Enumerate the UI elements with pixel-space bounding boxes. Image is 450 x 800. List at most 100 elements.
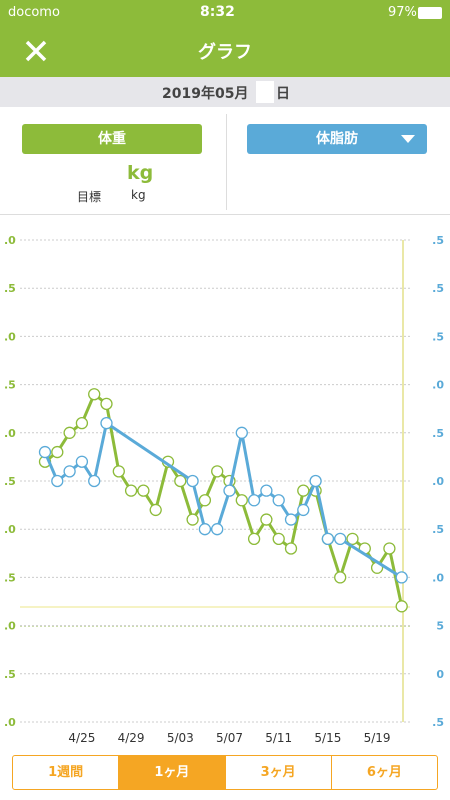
y-tick-label: .5 — [4, 571, 16, 584]
data-point — [272, 494, 285, 507]
day-input[interactable] — [256, 81, 274, 103]
y2-tick-label: .5 — [432, 523, 444, 536]
data-point — [247, 532, 261, 545]
data-point — [247, 494, 261, 507]
y2-tick-label: .5 — [432, 330, 444, 343]
data-point — [174, 474, 187, 488]
close-button[interactable] — [25, 40, 47, 62]
data-point — [186, 513, 199, 526]
y2-tick-label: .5 — [432, 427, 444, 440]
x-tick-label: 5/15 — [314, 731, 341, 745]
y-tick-label: .0 — [4, 427, 16, 440]
data-point — [395, 571, 408, 584]
year-month: 2019年05月 — [162, 86, 249, 102]
fat-label: 体脂肪 — [316, 131, 358, 147]
data-point — [75, 455, 89, 468]
data-point — [309, 474, 322, 488]
target-unit-large: kg — [127, 162, 154, 184]
data-point — [297, 484, 310, 497]
battery-icon — [418, 7, 442, 19]
y2-tick-label: .5 — [432, 716, 444, 729]
y-tick-label: .5 — [4, 379, 16, 392]
data-point — [260, 513, 273, 526]
data-point — [211, 523, 224, 536]
x-tick-label: 4/25 — [68, 731, 95, 745]
data-point — [112, 465, 125, 478]
data-point — [51, 445, 64, 459]
data-point — [235, 494, 248, 507]
data-point — [149, 503, 162, 517]
date-bar: 2019年05月 日 — [0, 77, 450, 107]
clock: 8:32 — [200, 4, 235, 20]
data-point — [284, 513, 298, 526]
x-tick-label: 5/19 — [364, 731, 391, 745]
data-point — [137, 484, 150, 497]
x-tick-label: 5/03 — [167, 731, 194, 745]
tab[interactable]: 1週間 — [48, 765, 84, 780]
y2-tick-label: .5 — [432, 282, 444, 295]
day-suffix: 日 — [276, 86, 290, 102]
data-point — [88, 388, 101, 401]
target-label: 目標 — [77, 190, 102, 204]
data-point — [223, 484, 236, 497]
y-tick-label: .5 — [4, 282, 16, 295]
tab[interactable]: 3ヶ月 — [224, 756, 331, 789]
header-title: グラフ — [198, 42, 252, 63]
data-point — [272, 532, 285, 545]
data-point — [75, 417, 89, 430]
data-point — [124, 484, 138, 497]
data-point — [198, 523, 212, 536]
divider — [226, 114, 227, 210]
target-unit: kg — [131, 188, 146, 202]
separator — [0, 214, 450, 215]
data-point — [334, 532, 347, 545]
y2-tick-label: .5 — [432, 234, 444, 247]
y2-tick-label: .0 — [432, 571, 444, 584]
data-point — [100, 417, 113, 430]
weight-button[interactable]: 体重 — [22, 124, 202, 154]
data-point — [198, 494, 212, 507]
data-point — [297, 503, 310, 517]
tab[interactable]: 6ヶ月 — [330, 756, 437, 789]
data-point — [395, 600, 408, 613]
data-point — [186, 474, 199, 488]
y-tick-label: .0 — [4, 716, 16, 729]
data-point — [38, 445, 52, 459]
header: グラフ — [0, 25, 450, 77]
data-point — [100, 397, 113, 411]
data-point — [63, 465, 76, 478]
data-point — [383, 542, 396, 555]
data-point — [321, 532, 335, 545]
data-point — [334, 571, 347, 584]
y2-tick-label: 0 — [436, 668, 444, 681]
data-point — [51, 474, 64, 488]
y-tick-label: .5 — [4, 475, 16, 488]
data-point — [284, 542, 298, 555]
tab[interactable]: 1ヶ月 — [118, 756, 225, 789]
x-tick-label: 5/07 — [216, 731, 243, 745]
y-tick-label: .0 — [4, 234, 16, 247]
x-tick-label: 5/11 — [265, 731, 292, 745]
data-point — [88, 474, 101, 488]
data-point — [63, 426, 76, 439]
status-bar: docomo 8:32 97% — [0, 0, 450, 25]
y2-tick-label: 5 — [436, 620, 444, 633]
y-tick-label: .0 — [4, 620, 16, 633]
y-tick-label: .0 — [4, 523, 16, 536]
data-point — [235, 426, 248, 439]
series-line — [44, 392, 404, 607]
data-point — [211, 465, 224, 478]
y-tick-label: .0 — [4, 330, 16, 343]
y2-tick-label: .0 — [432, 379, 444, 392]
data-point — [346, 532, 359, 545]
carrier: docomo — [8, 5, 60, 20]
y2-tick-label: .0 — [432, 475, 444, 488]
x-tick-label: 4/29 — [118, 731, 145, 745]
y-tick-label: .5 — [4, 668, 16, 681]
tab-bar: 1週間 1ヶ月 3ヶ月 6ヶ月 — [12, 755, 438, 790]
data-point — [260, 484, 273, 497]
chart: .0 .5 .0 .5 .0 .5 .0 .5 .0 .5 .0 .5 0 5 .0 .5 .0 .5 .0 .5 .5… — [4, 234, 444, 745]
fat-button[interactable]: 体脂肪 — [247, 124, 427, 154]
dropdown-arrow — [401, 135, 415, 143]
